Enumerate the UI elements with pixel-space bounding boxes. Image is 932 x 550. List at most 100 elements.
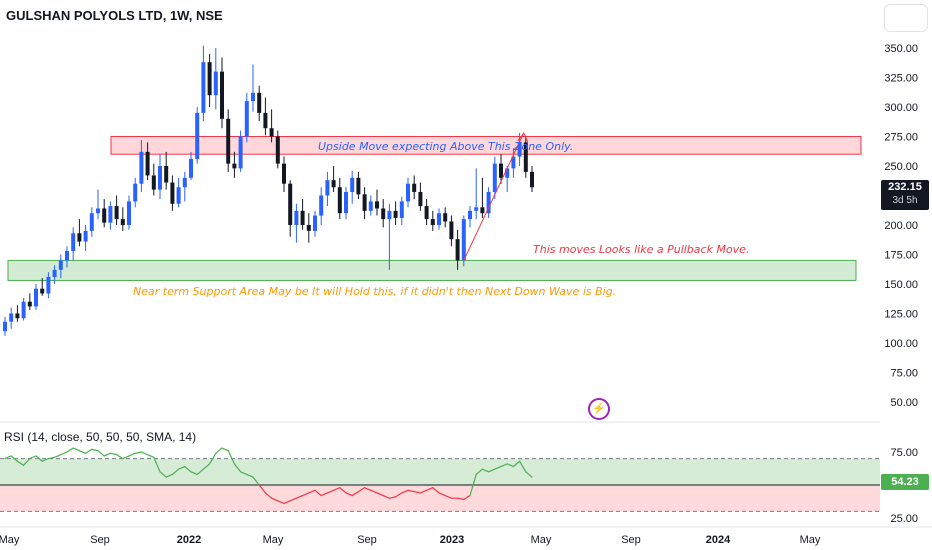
- rsi-line-segment: [463, 494, 471, 501]
- candle-body: [344, 191, 348, 214]
- rsi-line-segment: [4, 455, 12, 460]
- candle-body: [406, 183, 410, 202]
- candle: [480, 177, 485, 218]
- candle-body: [151, 175, 156, 190]
- time-tick-label: 2022: [177, 534, 201, 546]
- rsi-line-segment: [66, 447, 74, 453]
- price-tick-label: 300.00: [884, 102, 918, 114]
- candle: [27, 293, 32, 310]
- candle-body: [102, 208, 107, 223]
- rsi-line-segment: [469, 473, 477, 497]
- time-tick-label: Sep: [621, 534, 641, 546]
- candle: [350, 170, 355, 204]
- rsi-line-segment: [184, 465, 192, 473]
- candle-body: [145, 151, 150, 176]
- candle: [195, 107, 200, 164]
- candle: [201, 45, 206, 122]
- candle-body: [133, 183, 138, 202]
- rsi-line-segment: [246, 473, 254, 478]
- time-tick-label: May: [263, 534, 284, 546]
- candle: [226, 109, 231, 172]
- candle-body: [226, 118, 231, 164]
- rsi-line-segment: [376, 492, 384, 497]
- candle-body: [362, 194, 367, 211]
- rsi-line-segment: [407, 489, 415, 493]
- candle: [275, 130, 280, 169]
- rsi-line-segment: [351, 491, 359, 497]
- candle: [108, 201, 113, 230]
- rsi-line-segment: [333, 487, 341, 491]
- rsi-line-segment: [494, 465, 502, 470]
- chart-layout-button[interactable]: [884, 4, 928, 32]
- rsi-line-segment: [72, 447, 81, 452]
- candle-body: [58, 260, 63, 270]
- candle: [393, 201, 398, 225]
- price-tick-label: 50.00: [890, 397, 918, 409]
- time-tick-label: 2023: [440, 534, 464, 546]
- rsi-line-segment: [47, 456, 56, 460]
- rsi-line-segment: [444, 494, 452, 499]
- candle: [40, 278, 45, 296]
- candle-body: [232, 163, 237, 169]
- candle-body: [331, 180, 336, 188]
- rsi-line-segment: [419, 489, 428, 494]
- rsi-line-segment: [506, 463, 515, 468]
- candle: [263, 97, 268, 136]
- rsi-line-segment: [35, 455, 43, 462]
- rsi-line-segment: [84, 448, 93, 454]
- candle-body: [437, 213, 441, 225]
- candle: [406, 177, 410, 208]
- rsi-line-segment: [109, 452, 118, 456]
- candle-body: [288, 183, 293, 225]
- candle: [523, 136, 528, 178]
- support-annotation: Near term Support Area May be It will Ho…: [133, 285, 617, 298]
- pullback-arrow: [463, 131, 529, 261]
- rsi-line-segment: [153, 456, 161, 473]
- candle: [381, 199, 386, 228]
- candle-body: [461, 219, 466, 261]
- candle-body: [201, 62, 206, 113]
- candle: [145, 142, 150, 181]
- rsi-tick-label: 75.00: [890, 447, 918, 459]
- candle-body: [77, 233, 82, 242]
- candle-body: [387, 210, 392, 220]
- candle: [127, 195, 131, 230]
- candle: [399, 196, 404, 225]
- rsi-line-segment: [500, 463, 508, 468]
- candle: [189, 151, 193, 181]
- candle: [46, 272, 51, 299]
- rsi-line-segment: [426, 487, 434, 491]
- rsi-line-segment: [302, 492, 310, 497]
- rsi-line-segment: [258, 484, 266, 494]
- price-tick-label: 350.00: [884, 43, 918, 55]
- candle-body: [189, 158, 193, 178]
- rsi-line-segment: [165, 473, 173, 478]
- candle: [71, 227, 76, 261]
- time-axis[interactable]: May Sep 2022 May Sep 2023 May Sep 2024 May: [0, 534, 821, 546]
- candle: [170, 175, 175, 211]
- rsi-line-segment: [78, 450, 87, 454]
- candle-body: [83, 230, 88, 242]
- candle-body: [499, 163, 503, 178]
- price-tick-label: 175.00: [884, 250, 918, 262]
- price-tick-label: 125.00: [884, 309, 918, 321]
- candle: [120, 207, 125, 231]
- rsi-line-segment: [159, 471, 167, 478]
- rsi-line-segment: [140, 451, 149, 456]
- candle: [368, 195, 373, 216]
- candle-body: [337, 187, 342, 214]
- rsi-line-segment: [227, 450, 235, 465]
- candle-body: [492, 163, 497, 192]
- rsi-line-segment: [221, 447, 229, 452]
- candle-body: [294, 210, 299, 225]
- rsi-line-segment: [178, 465, 186, 470]
- lightning-icon[interactable]: ⚡: [588, 398, 610, 420]
- rsi-line-segment: [388, 496, 397, 499]
- candle-body: [455, 239, 460, 261]
- candle-body: [257, 92, 262, 113]
- candle-body: [511, 156, 516, 169]
- candle-body: [213, 71, 218, 96]
- candle: [449, 215, 454, 247]
- candle: [319, 187, 324, 225]
